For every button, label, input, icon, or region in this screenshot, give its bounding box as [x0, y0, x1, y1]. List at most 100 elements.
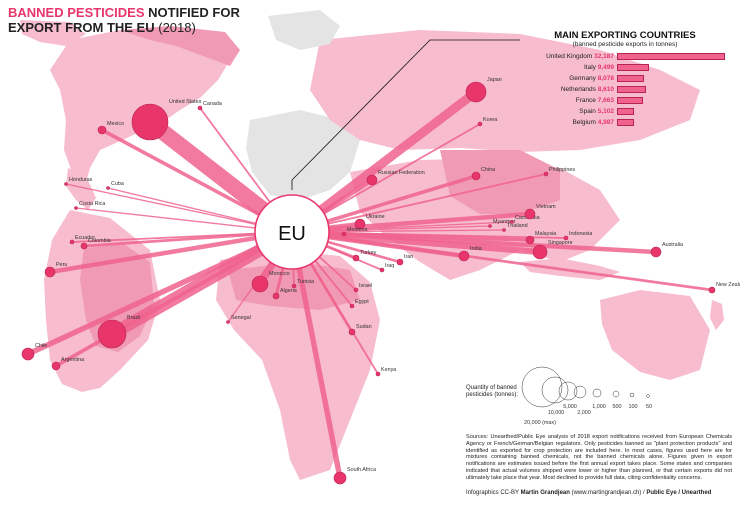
destination-circle[interactable]: [524, 208, 536, 220]
exporter-bar: [617, 97, 643, 104]
exporter-value: 9,499: [595, 64, 614, 71]
destination-markers: United States Canada Japan Korea Mexico Hondu…: [21, 77, 740, 485]
flow-line: [65, 183, 293, 233]
destination-circle[interactable]: [502, 228, 506, 232]
destination-circle[interactable]: [353, 287, 359, 293]
destination-label: China: [481, 167, 495, 173]
eu-hub[interactable]: EU: [254, 194, 330, 270]
destination-label: Russian Federation: [378, 170, 425, 176]
exporter-name: France 7,663: [576, 97, 614, 104]
destination-circle[interactable]: [379, 267, 385, 273]
exporter-name: Belgium 4,987: [572, 119, 614, 126]
africa-land: [216, 250, 380, 480]
flow-line: [289, 231, 343, 479]
exporters-panel: MAIN EXPORTING COUNTRIES (banned pestici…: [520, 30, 730, 129]
exporter-country: Germany: [569, 75, 596, 82]
destination-circle[interactable]: [291, 283, 297, 289]
russia-land: [310, 30, 700, 152]
legend-title: Quantity of banned pesticides (tonnes):: [466, 385, 519, 398]
destination-label: Kenya: [381, 367, 396, 373]
destination-circle[interactable]: [510, 220, 514, 224]
destination-circle[interactable]: [349, 303, 355, 309]
destination-circle[interactable]: [272, 292, 280, 300]
legend-label-1000: 1,000: [592, 404, 606, 410]
exporter-name: United Kingdom 32,187: [546, 53, 614, 60]
exporter-row: Germany 8,078: [520, 74, 730, 85]
destination-circle[interactable]: [97, 125, 107, 135]
destination-circle[interactable]: [471, 171, 481, 181]
destination-circle[interactable]: [543, 171, 549, 177]
legend-circle-100: [629, 392, 635, 398]
destination-circle[interactable]: [465, 81, 487, 103]
legend-circle-10000: [541, 376, 569, 404]
destination-circle[interactable]: [563, 235, 569, 241]
destination-label: Singapore: [548, 240, 573, 246]
destination-circle[interactable]: [97, 319, 127, 349]
destination-circle[interactable]: [525, 235, 535, 245]
destination-circle[interactable]: [69, 239, 75, 245]
destination-circle[interactable]: [21, 347, 35, 361]
destination-circle[interactable]: [251, 275, 269, 293]
exporter-row: Netherlands 8,610: [520, 85, 730, 96]
destination-label: Morocco: [269, 271, 290, 277]
destination-circle[interactable]: [458, 250, 470, 262]
destination-label: Peru: [56, 262, 67, 268]
legend-label-max: 20,000 (max): [524, 420, 556, 426]
title-part-4: (2018): [154, 20, 196, 35]
destination-circle[interactable]: [708, 286, 716, 294]
exporter-row: Spain 5,102: [520, 107, 730, 118]
legend-label-500: 500: [613, 404, 622, 410]
destination-circle[interactable]: [532, 244, 548, 260]
credit-author: Martin Grandjean: [520, 490, 570, 496]
exporter-name: Netherlands 8,610: [561, 86, 614, 93]
destination-label: Costa Rica: [79, 201, 105, 207]
destination-circle[interactable]: [341, 231, 347, 237]
exporter-bar: [617, 108, 635, 115]
destination-circle[interactable]: [44, 266, 56, 278]
destination-circle[interactable]: [197, 105, 203, 111]
destination-circle[interactable]: [650, 246, 662, 258]
destination-circle[interactable]: [366, 174, 378, 186]
destination-circle[interactable]: [375, 371, 381, 377]
greenland-land: [268, 10, 340, 50]
exporter-row: France 7,663: [520, 96, 730, 107]
destination-circle[interactable]: [80, 242, 88, 250]
exporter-country: Italy: [584, 64, 596, 71]
flow-line: [291, 229, 657, 255]
destination-label: Iraq: [385, 263, 394, 269]
australia-land: [600, 290, 710, 380]
destination-circle[interactable]: [74, 206, 78, 210]
page-title: BANNED PESTICIDES NOTIFIED FOR EXPORT FR…: [8, 5, 240, 35]
exporter-name: Italy 9,499: [584, 64, 614, 71]
title-part-2: NOTIFIED FOR: [144, 5, 240, 20]
destination-label: Cuba: [111, 181, 124, 187]
destination-circle[interactable]: [64, 182, 68, 186]
flow-line: [26, 229, 294, 357]
destination-circle[interactable]: [396, 258, 404, 266]
destination-circle[interactable]: [348, 328, 356, 336]
destination-circle[interactable]: [226, 320, 230, 324]
destination-circle[interactable]: [106, 186, 110, 190]
exporter-value: 8,610: [595, 86, 614, 93]
destination-circle[interactable]: [333, 471, 347, 485]
exporter-value: 32,187: [592, 53, 614, 60]
exporters-title: MAIN EXPORTING COUNTRIES: [554, 30, 696, 41]
exporter-value: 8,078: [595, 75, 614, 82]
canada-land: [120, 26, 240, 66]
new-zealand-land: [710, 300, 724, 330]
destination-label: Canada: [203, 101, 222, 107]
legend-circle-50: [646, 394, 650, 398]
destination-label: Ecuador: [75, 235, 95, 241]
destination-label: Moldova: [347, 227, 367, 233]
destination-label: India: [470, 246, 482, 252]
north-america-land: [50, 28, 230, 182]
destination-circle[interactable]: [131, 103, 169, 141]
destination-circle[interactable]: [488, 224, 492, 228]
legend-circle-500: [612, 390, 620, 398]
destination-circle[interactable]: [354, 218, 366, 230]
destination-circle[interactable]: [352, 254, 360, 262]
destination-circle[interactable]: [51, 361, 61, 371]
destination-label: Ukraine: [366, 214, 385, 220]
destination-circle[interactable]: [477, 121, 483, 127]
flow-line: [291, 211, 531, 235]
